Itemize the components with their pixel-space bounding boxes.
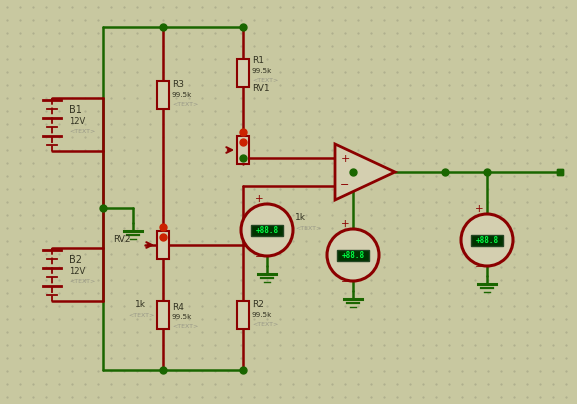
FancyBboxPatch shape [237,59,249,87]
Text: 12V: 12V [69,267,85,276]
FancyBboxPatch shape [157,231,169,259]
Text: −: − [475,262,484,272]
Text: +: + [340,154,350,164]
Text: <TEXT>: <TEXT> [295,226,321,231]
Text: <TEXT>: <TEXT> [69,129,95,134]
Text: 99.5k: 99.5k [172,92,192,98]
Text: RV1: RV1 [252,84,269,93]
Polygon shape [335,144,395,200]
Text: R2: R2 [252,300,264,309]
Text: R1: R1 [252,56,264,65]
Text: <TEXT>: <TEXT> [172,324,198,329]
Text: R3: R3 [172,80,184,89]
FancyBboxPatch shape [337,250,369,261]
Text: −: − [341,277,350,287]
Text: <TEXT>: <TEXT> [128,313,154,318]
Text: 99.5k: 99.5k [252,68,272,74]
Text: +: + [341,219,350,229]
Text: +88.8: +88.8 [256,226,279,235]
Circle shape [461,214,513,266]
Text: R4: R4 [172,303,184,312]
Circle shape [327,229,379,281]
FancyBboxPatch shape [157,81,169,109]
Text: 1k: 1k [135,300,146,309]
Text: −: − [255,252,264,262]
Text: B2: B2 [69,255,82,265]
Text: RV2: RV2 [113,235,130,244]
FancyBboxPatch shape [237,301,249,329]
Text: <TEXT>: <TEXT> [172,102,198,107]
Text: +: + [255,194,264,204]
Text: <TEXT>: <TEXT> [69,279,95,284]
Text: −: − [340,180,350,190]
Text: 99.5k: 99.5k [252,312,272,318]
Text: B1: B1 [69,105,82,115]
Text: 1k: 1k [295,213,306,222]
Text: +: + [475,204,484,214]
FancyBboxPatch shape [471,235,503,246]
FancyBboxPatch shape [251,225,283,236]
Text: +88.8: +88.8 [475,236,499,245]
FancyBboxPatch shape [157,301,169,329]
Text: 12V: 12V [69,117,85,126]
Circle shape [241,204,293,256]
Text: 99.5k: 99.5k [172,314,192,320]
FancyBboxPatch shape [237,136,249,164]
Text: <TEXT>: <TEXT> [252,78,278,83]
Text: <TEXT>: <TEXT> [252,322,278,327]
Text: +88.8: +88.8 [342,251,365,260]
